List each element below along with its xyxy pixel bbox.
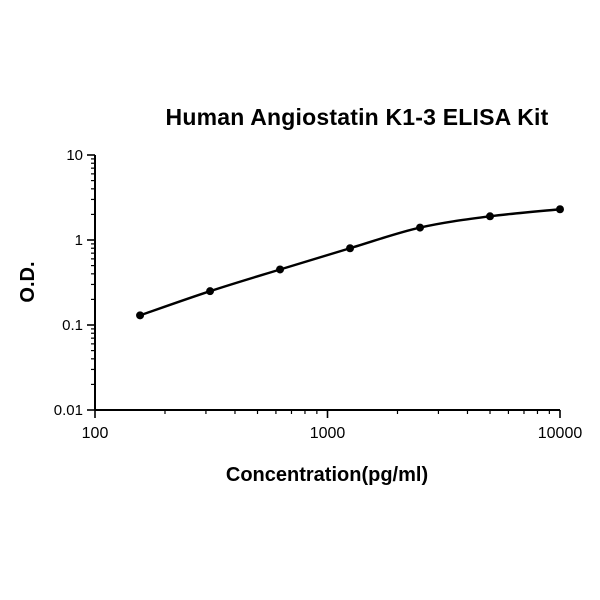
data-point [556,205,564,214]
data-point [486,212,495,221]
x-tick-label: 1000 [310,425,346,442]
data-point [346,244,355,253]
data-point [276,265,285,274]
curve-line [138,208,562,317]
x-tick-label: 100 [82,425,109,442]
y-tick-label: 0.1 [62,317,83,334]
y-tick-label: 0.01 [54,402,83,419]
data-point [206,287,215,296]
ticks-layer: 0.01 0.1 1 10 100 1000 10000 [54,147,583,442]
y-tick-label: 10 [66,147,83,164]
axes-layer [94,155,560,411]
x-tick-label: 10000 [538,425,583,442]
y-tick-label: 1 [75,232,83,249]
data-point [416,223,425,232]
series-layer [136,205,564,320]
x-axis-label: Concentration(pg/ml) [225,464,429,486]
chart-title: Human Angiostatin K1-3 ELISA Kit [165,104,549,130]
data-point [136,311,145,320]
